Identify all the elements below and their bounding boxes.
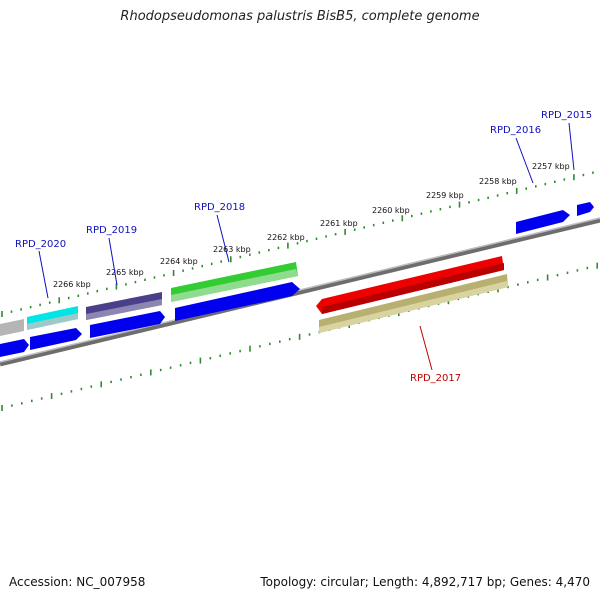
reverse-features xyxy=(316,256,508,333)
gene-block-gray[interactable] xyxy=(0,319,24,336)
gene-block-navy-shade xyxy=(86,299,162,320)
gene-label-rpd-2016[interactable]: RPD_2016 xyxy=(490,125,541,136)
forward-arrows xyxy=(0,202,594,357)
leader-rpd-2020 xyxy=(38,250,49,299)
gene-label-rpd-2019[interactable]: RPD_2019 xyxy=(86,225,137,236)
gene-block-rpd-2018-shade xyxy=(171,269,298,302)
tick-label-2260: 2260 kbp xyxy=(372,206,410,215)
gene-arrow-blue-2[interactable] xyxy=(30,328,82,350)
gene-label-rpd-2018[interactable]: RPD_2018 xyxy=(194,202,245,213)
gene-label-rpd-2020[interactable]: RPD_2020 xyxy=(15,239,66,250)
genome-summary-text: Topology: circular; Length: 4,892,717 bp… xyxy=(260,575,590,589)
tick-label-2265: 2265 kbp xyxy=(106,268,144,277)
tick-label-2266: 2266 kbp xyxy=(53,280,91,289)
tick-label-2259: 2259 kbp xyxy=(426,191,464,200)
tick-label-2262: 2262 kbp xyxy=(267,233,305,242)
forward-features xyxy=(0,262,298,336)
gene-arrow-rpd-2017-shade xyxy=(322,263,504,314)
leader-rpd-2018 xyxy=(216,214,230,263)
accession-text: Accession: NC_007958 xyxy=(9,575,146,589)
leader-rpd-2019 xyxy=(108,237,118,286)
genome-backbone xyxy=(0,217,600,367)
leader-rpd-2017 xyxy=(419,325,433,371)
gene-arrow-blue-5[interactable] xyxy=(516,210,570,234)
genome-backbone-highlight xyxy=(0,217,600,363)
tick-label-2264: 2264 kbp xyxy=(160,257,198,266)
label-leaders xyxy=(38,122,575,371)
tick-labels: 2257 kbp 2258 kbp 2259 kbp 2260 kbp 2261… xyxy=(53,162,570,289)
gene-label-rpd-2015[interactable]: RPD_2015 xyxy=(541,110,592,121)
gene-arrow-blue-4[interactable] xyxy=(175,282,300,321)
gene-arrow-blue-6[interactable] xyxy=(577,202,594,216)
tick-label-2261: 2261 kbp xyxy=(320,219,358,228)
gene-block-olive-shade xyxy=(319,281,508,333)
gene-label-rpd-2017[interactable]: RPD_2017 xyxy=(410,373,461,384)
tick-label-2258: 2258 kbp xyxy=(479,177,517,186)
tick-label-2263: 2263 kbp xyxy=(213,245,251,254)
leader-rpd-2016 xyxy=(515,137,534,184)
gene-arrow-blue-1[interactable] xyxy=(0,339,29,357)
tick-label-2257: 2257 kbp xyxy=(532,162,570,171)
gene-labels: RPD_2015 RPD_2016 RPD_2018 RPD_2019 RPD_… xyxy=(15,110,592,384)
outer-tick-ring xyxy=(1,171,594,317)
map-title: Rhodopseudomonas palustris BisB5, comple… xyxy=(120,9,480,24)
gene-arrow-blue-3[interactable] xyxy=(90,311,165,338)
leader-rpd-2015 xyxy=(568,122,575,171)
gene-block-cyan-shade xyxy=(27,313,78,330)
